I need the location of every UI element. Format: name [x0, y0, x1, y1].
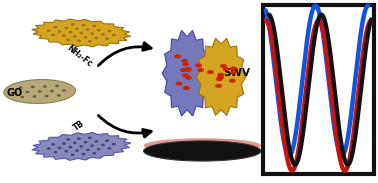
Circle shape: [51, 90, 53, 92]
Circle shape: [89, 137, 91, 139]
Circle shape: [76, 150, 78, 151]
Circle shape: [82, 154, 85, 155]
Circle shape: [74, 142, 76, 143]
Circle shape: [231, 71, 236, 74]
Circle shape: [95, 37, 98, 38]
Circle shape: [69, 147, 72, 148]
Circle shape: [186, 68, 191, 70]
Circle shape: [78, 40, 80, 41]
Circle shape: [106, 38, 108, 39]
Circle shape: [223, 68, 229, 70]
Circle shape: [87, 149, 89, 150]
Circle shape: [54, 27, 57, 28]
Ellipse shape: [144, 141, 261, 161]
Circle shape: [52, 34, 54, 36]
Circle shape: [84, 142, 87, 143]
Circle shape: [32, 86, 34, 88]
Circle shape: [196, 64, 201, 67]
Circle shape: [39, 91, 41, 92]
Circle shape: [84, 37, 87, 38]
Circle shape: [57, 95, 60, 96]
Circle shape: [52, 144, 54, 145]
Circle shape: [216, 85, 221, 87]
Circle shape: [65, 151, 67, 152]
Circle shape: [175, 55, 180, 58]
Circle shape: [89, 41, 91, 42]
Circle shape: [14, 92, 17, 93]
Circle shape: [102, 34, 104, 35]
Circle shape: [93, 153, 96, 154]
Circle shape: [69, 32, 72, 33]
Circle shape: [45, 95, 48, 97]
Text: GO: GO: [6, 88, 22, 98]
Text: SWV: SWV: [224, 68, 251, 78]
Circle shape: [181, 69, 186, 72]
Circle shape: [80, 146, 82, 147]
Circle shape: [186, 69, 191, 71]
Circle shape: [63, 35, 65, 36]
Text: TB: TB: [72, 118, 87, 132]
Ellipse shape: [144, 138, 261, 153]
Circle shape: [113, 35, 115, 36]
Circle shape: [198, 69, 203, 71]
Circle shape: [33, 96, 36, 97]
Circle shape: [230, 79, 235, 82]
Circle shape: [108, 148, 111, 149]
Circle shape: [95, 141, 98, 142]
Circle shape: [218, 74, 223, 76]
Circle shape: [98, 149, 100, 150]
Circle shape: [56, 85, 58, 87]
Circle shape: [183, 87, 189, 89]
Circle shape: [93, 25, 96, 27]
Polygon shape: [32, 132, 131, 160]
Circle shape: [183, 74, 188, 77]
Circle shape: [177, 82, 182, 85]
Circle shape: [113, 144, 115, 145]
Circle shape: [98, 30, 100, 31]
Circle shape: [74, 36, 76, 37]
Polygon shape: [196, 38, 246, 115]
Circle shape: [80, 32, 82, 33]
Ellipse shape: [4, 80, 76, 103]
Circle shape: [19, 87, 22, 88]
Circle shape: [217, 78, 222, 81]
Circle shape: [91, 145, 93, 146]
Circle shape: [91, 33, 93, 34]
Circle shape: [63, 143, 65, 144]
Circle shape: [76, 28, 78, 29]
Circle shape: [106, 140, 108, 141]
Circle shape: [82, 25, 85, 26]
Circle shape: [67, 39, 70, 40]
Circle shape: [221, 65, 226, 67]
Circle shape: [182, 60, 187, 62]
Circle shape: [218, 76, 223, 79]
Circle shape: [67, 139, 70, 140]
Circle shape: [21, 96, 23, 98]
Circle shape: [63, 90, 65, 91]
Circle shape: [48, 148, 50, 149]
Circle shape: [44, 86, 46, 87]
Circle shape: [59, 147, 61, 148]
Polygon shape: [32, 19, 131, 47]
Circle shape: [186, 76, 191, 79]
Text: NH₂-Fc: NH₂-Fc: [65, 43, 94, 68]
Circle shape: [231, 67, 236, 70]
Circle shape: [78, 138, 80, 139]
Polygon shape: [162, 30, 212, 116]
Circle shape: [59, 31, 61, 32]
Circle shape: [54, 152, 57, 153]
Circle shape: [65, 27, 67, 29]
Circle shape: [102, 144, 104, 145]
Circle shape: [208, 71, 213, 73]
FancyBboxPatch shape: [263, 5, 374, 174]
Circle shape: [26, 92, 29, 93]
Circle shape: [183, 63, 188, 66]
Circle shape: [87, 29, 89, 30]
Circle shape: [48, 30, 50, 31]
Circle shape: [108, 30, 111, 31]
Circle shape: [71, 24, 74, 25]
Circle shape: [71, 154, 74, 155]
